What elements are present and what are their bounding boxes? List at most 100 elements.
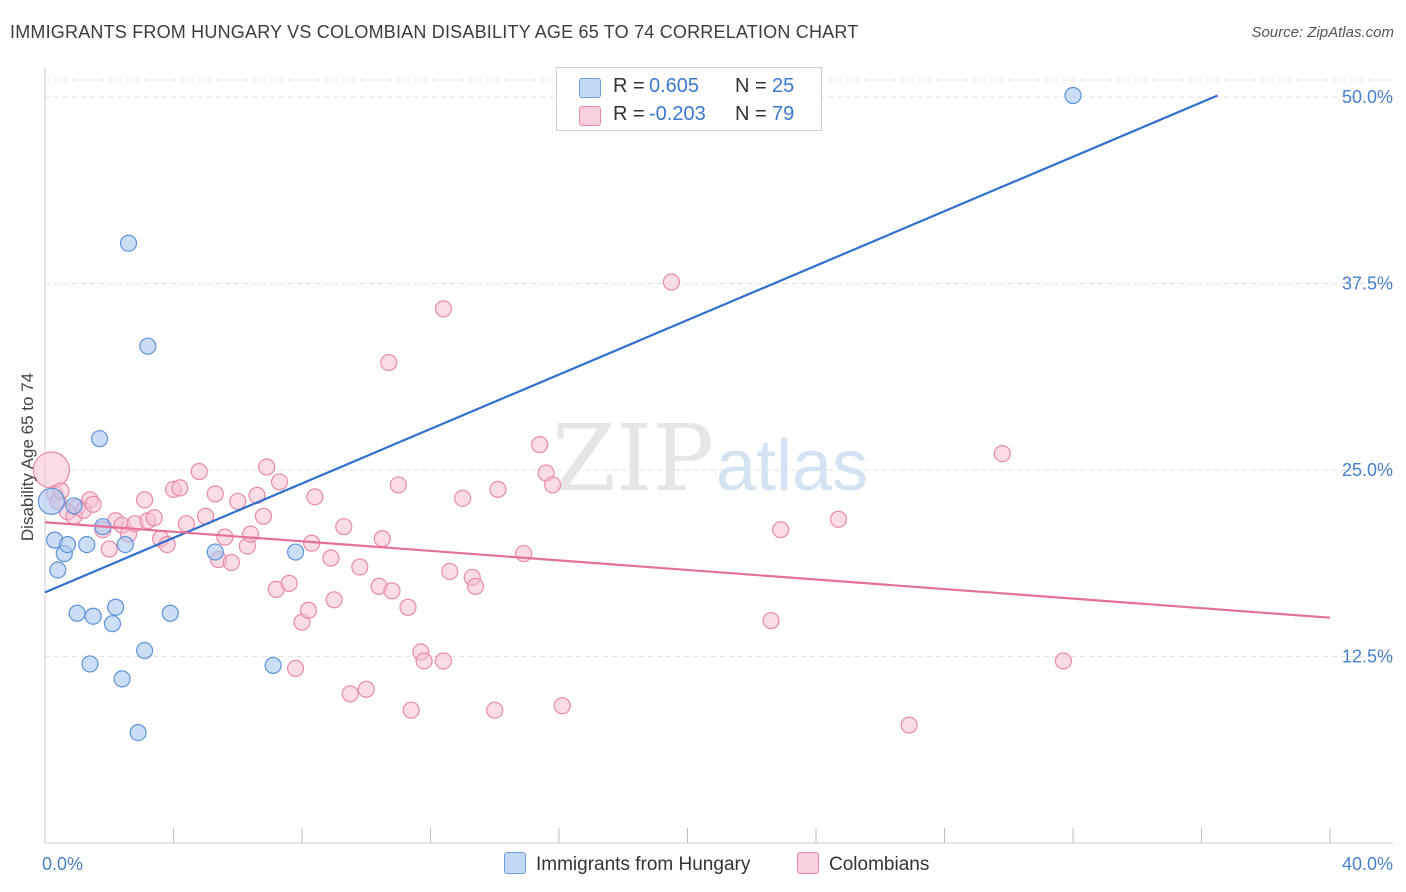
data-point-hungary <box>103 615 122 633</box>
data-point-colombians <box>190 462 208 481</box>
data-point-colombians <box>829 510 848 528</box>
data-point-hungary <box>264 656 282 675</box>
data-point-colombians <box>229 492 247 510</box>
data-point-colombians <box>306 488 324 506</box>
data-point-colombians <box>135 491 154 509</box>
legend-n-value: 25 <box>772 75 795 97</box>
data-point-colombians <box>434 300 452 318</box>
legend-swatch-pink <box>579 106 601 126</box>
bottom-legend-label-hungary: Immigrants from Hungary <box>536 854 751 875</box>
data-point-colombians <box>100 540 118 558</box>
legend-row-colombians: R = -0.203 N = 79 <box>557 101 821 129</box>
data-point-colombians <box>486 701 504 719</box>
data-point-colombians <box>357 680 375 698</box>
data-point-colombians <box>662 273 681 291</box>
watermark-atlas: atlas <box>716 426 868 506</box>
y-axis-title: Disability Age 65 to 74 <box>18 373 37 541</box>
data-point-colombians <box>258 458 276 476</box>
data-point-colombians <box>222 553 240 572</box>
data-point-colombians <box>454 489 472 507</box>
y-tick-label: 25.0% <box>1342 460 1393 480</box>
chart-title: IMMIGRANTS FROM HUNGARY VS COLOMBIAN DIS… <box>10 22 859 42</box>
bottom-legend-swatch-pink <box>797 852 819 874</box>
data-point-colombians <box>531 436 549 454</box>
bottom-legend-swatch-blue <box>504 852 526 874</box>
data-point-colombians <box>32 451 71 489</box>
data-point-colombians <box>553 697 571 715</box>
data-point-colombians <box>380 353 398 372</box>
legend-r-value: 0.605 <box>649 75 700 97</box>
data-point-colombians <box>171 479 189 497</box>
data-point-colombians <box>389 476 407 494</box>
grid-lines <box>45 79 1393 657</box>
data-point-hungary <box>119 234 138 252</box>
data-point-hungary <box>113 670 131 688</box>
data-point-colombians <box>489 480 507 498</box>
data-point-colombians <box>762 612 780 630</box>
legend-n-label: N = <box>735 103 767 125</box>
y-tick-label: 50.0% <box>1342 87 1393 107</box>
data-point-colombians <box>900 716 918 734</box>
watermark-zip: ZIP <box>552 405 714 512</box>
data-point-hungary <box>91 430 109 448</box>
data-point-colombians <box>286 659 305 678</box>
data-point-hungary <box>58 535 77 554</box>
legend-r-label: R = <box>613 75 645 97</box>
trendline-colombians <box>44 521 1331 619</box>
data-point-colombians <box>402 701 420 719</box>
legend-n-value: 79 <box>772 103 795 125</box>
data-point-hungary <box>68 604 86 622</box>
data-point-colombians <box>543 476 562 494</box>
data-point-colombians <box>341 685 359 703</box>
data-point-hungary <box>135 641 154 660</box>
data-point-hungary <box>129 723 147 742</box>
data-point-hungary <box>139 337 157 355</box>
data-point-hungary <box>84 607 102 625</box>
legend-r-value: -0.203 <box>649 103 706 125</box>
y-tick-label: 12.5% <box>1342 647 1393 667</box>
data-point-hungary <box>161 604 179 622</box>
data-point-colombians <box>325 591 343 609</box>
data-point-colombians <box>270 473 289 491</box>
data-point-hungary <box>206 543 224 561</box>
data-point-colombians <box>254 507 273 525</box>
data-point-colombians <box>399 598 417 616</box>
source-note: Source: ZipAtlas.com <box>1251 24 1394 41</box>
data-point-colombians <box>351 558 369 576</box>
x-tick-label: 0.0% <box>42 854 83 874</box>
data-point-colombians <box>373 530 391 548</box>
trendline-hungary <box>44 94 1218 594</box>
data-point-colombians <box>216 528 234 546</box>
data-point-colombians <box>299 601 318 619</box>
data-point-colombians <box>466 577 485 595</box>
x-tick-label: 40.0% <box>1342 854 1393 874</box>
data-point-hungary <box>78 535 96 554</box>
legend-n-label: N = <box>735 75 767 97</box>
data-point-colombians <box>441 562 459 581</box>
data-point-colombians <box>415 652 433 670</box>
bottom-legend-hungary: Immigrants from Hungary <box>504 852 750 876</box>
tick-labels: 12.5% 25.0% 37.5% 50.0% 0.0% 40.0% <box>42 87 1393 874</box>
data-point-colombians <box>145 509 163 527</box>
data-point-colombians <box>1054 652 1072 670</box>
data-point-colombians <box>84 495 102 513</box>
legend-row-hungary: R = 0.605 N = 25 <box>557 73 821 101</box>
data-point-hungary <box>286 543 305 561</box>
data-point-colombians <box>383 582 401 600</box>
series-immigrants-from-hungary <box>37 86 1082 742</box>
data-point-colombians <box>993 444 1011 463</box>
data-point-hungary <box>81 655 99 673</box>
data-point-colombians <box>335 518 353 536</box>
legend-r-label: R = <box>613 103 645 125</box>
data-point-hungary <box>1064 86 1082 105</box>
data-point-hungary <box>37 487 66 515</box>
data-point-colombians <box>322 549 340 567</box>
data-point-colombians <box>206 485 224 503</box>
data-point-colombians <box>280 574 298 592</box>
data-point-colombians <box>772 521 790 539</box>
watermark: ZIP atlas <box>552 405 868 512</box>
data-point-hungary <box>65 497 83 515</box>
bottom-legend-label-colombians: Colombians <box>829 854 930 875</box>
data-point-colombians <box>242 525 260 543</box>
